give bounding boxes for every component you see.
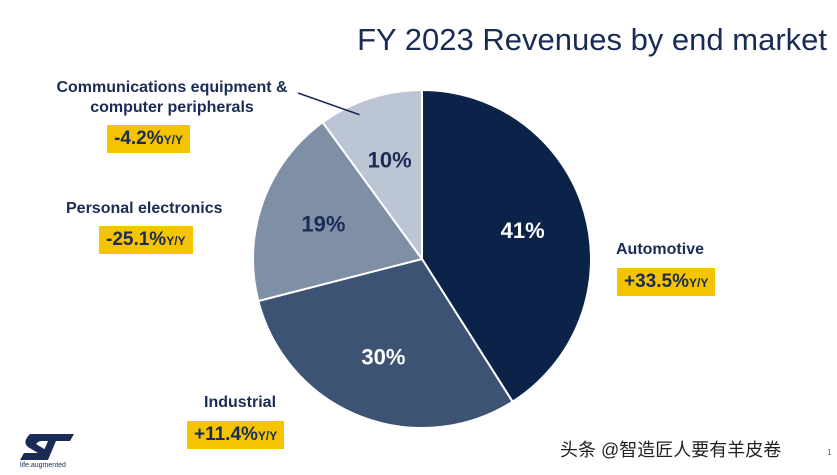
slice-communications-label: 10% — [368, 147, 412, 172]
slice-industrial-label: 30% — [361, 344, 405, 369]
label-communications-line2: computer peripherals — [90, 99, 254, 116]
label-communications-line1: Communications equipment & — [56, 79, 288, 96]
page-number: 1 — [827, 448, 832, 457]
badge-personal-value: -25.1% — [106, 229, 167, 250]
page-title: FY 2023 Revenues by end market — [357, 22, 827, 57]
st-logo-icon — [20, 434, 74, 460]
slice-personal-electronics — [251, 120, 424, 303]
label-personal-electronics: Personal electronics — [66, 200, 223, 217]
comm-leader-line — [297, 92, 360, 116]
badge-industrial-value: +11.4% — [194, 424, 258, 445]
label-communications: Communications equipment & computer peri… — [32, 78, 312, 118]
badge-communications-value: -4.2% — [114, 128, 164, 149]
slice-communications — [321, 88, 423, 263]
badge-communications-unit: Y/Y — [163, 133, 183, 147]
badge-automotive-value: +33.5% — [624, 271, 689, 292]
badge-personal-electronics: -25.1%Y/Y — [99, 226, 193, 254]
badge-personal-unit: Y/Y — [166, 234, 186, 248]
badge-industrial-unit: Y/Y — [257, 429, 278, 443]
slice-industrial — [257, 257, 514, 429]
logo-tagline: life.augmented — [20, 462, 66, 469]
badge-automotive-unit: Y/Y — [688, 276, 709, 290]
badge-industrial: +11.4%Y/Y — [187, 421, 285, 449]
slice-automotive-label: 41% — [501, 218, 545, 243]
badge-automotive: +33.5%Y/Y — [617, 268, 716, 296]
label-industrial: Industrial — [204, 394, 277, 411]
watermark-text: 头条 @智造匠人要有羊皮卷 — [560, 440, 782, 460]
badge-communications: -4.2%Y/Y — [107, 125, 190, 153]
slice-personal-electronics-label: 19% — [301, 212, 345, 237]
label-automotive: Automotive — [616, 241, 704, 258]
